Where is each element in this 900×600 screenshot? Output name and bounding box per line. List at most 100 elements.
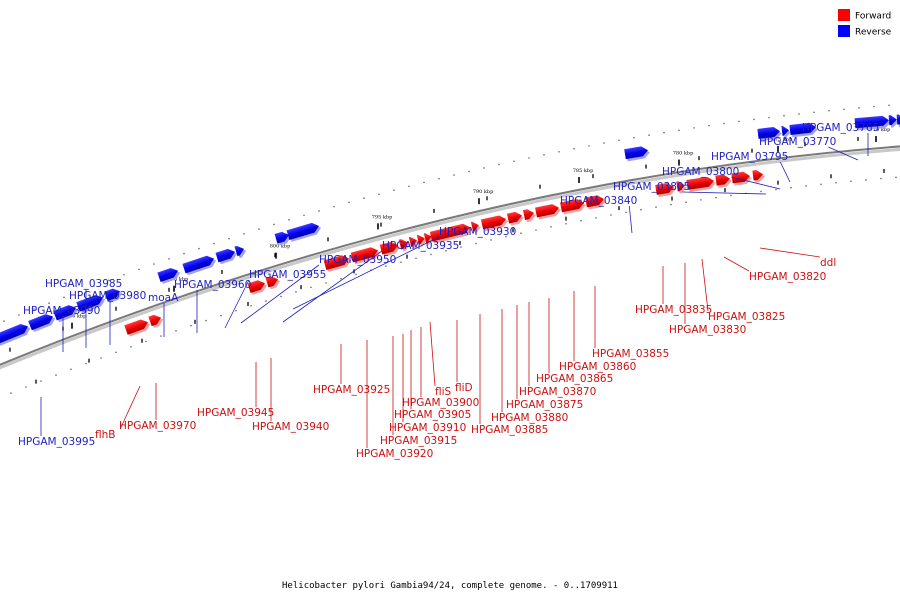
gene-label: HPGAM_03805 [613, 181, 690, 193]
gene-label: HPGAM_03900 [402, 397, 479, 409]
reverse-gene-arrow [76, 294, 106, 314]
tick-label: 775 kbp [772, 137, 793, 143]
forward-gene-arrow [534, 204, 561, 220]
scale-dot [595, 217, 597, 219]
tick-label: 805 kbp [168, 277, 189, 283]
scale-dot [258, 228, 260, 230]
scale-dot [250, 305, 252, 307]
scale-dot [325, 282, 327, 284]
legend-reverse-label: Reverse [855, 28, 892, 38]
gene-label: HPGAM_03925 [313, 384, 390, 396]
forward-gene-arrow [585, 195, 606, 210]
reverse-gene-arrow [781, 125, 791, 139]
scale-dot [535, 229, 537, 231]
tick-label: 780 kbp [673, 151, 694, 157]
forward-gene-arrow [148, 314, 164, 329]
gene-label: fliD [455, 382, 473, 394]
scale-dot [888, 104, 890, 107]
gene-label: HPGAM_03915 [380, 435, 457, 447]
scale-dot [790, 186, 792, 189]
scale-dot [520, 232, 522, 235]
scale-dot [190, 324, 192, 327]
scale-dot [610, 214, 612, 216]
scale-dot [303, 214, 305, 217]
legend-forward-swatch [838, 9, 850, 21]
scale-dot [708, 124, 710, 127]
scale-dot [820, 183, 822, 186]
reverse-gene-arrow [234, 245, 247, 259]
scale-dot [438, 177, 440, 180]
gene-label: HPGAM_03935 [382, 240, 459, 252]
gene-label: HPGAM_03910 [389, 422, 466, 434]
scale-dot [858, 107, 860, 109]
scale-dot [115, 351, 117, 354]
forward-gene-arrow [247, 280, 268, 295]
callout-line [282, 250, 383, 323]
callout-line [628, 205, 633, 234]
scale-dot [565, 222, 567, 225]
gene-label: HPGAM_03930 [439, 226, 516, 238]
scale-dot [25, 386, 27, 388]
gene-label: HPGAM_03985 [45, 278, 122, 290]
scale-dot [10, 392, 12, 394]
forward-gene-arrow [470, 221, 481, 234]
callout-line [828, 146, 859, 161]
forward-gene-arrow [323, 255, 352, 273]
scale-dot [715, 196, 717, 199]
scale-dot [640, 208, 642, 211]
tick-label: 790 kbp [473, 189, 494, 195]
scale-dot [273, 223, 275, 226]
reverse-gene-arrow [53, 305, 79, 323]
scale-dot [48, 302, 50, 304]
forward-gene-arrow [398, 239, 411, 252]
callout-line [119, 385, 141, 430]
scale-dot [723, 122, 725, 125]
reverse-gene-arrow [624, 146, 650, 162]
scale-dot [798, 113, 800, 115]
scale-dot [700, 199, 702, 201]
scale-dot [385, 265, 387, 267]
scale-dot [783, 114, 785, 117]
scale-dot [768, 116, 770, 119]
scale-dot [670, 203, 672, 206]
reverse-gene-arrow [215, 248, 238, 265]
scale-dot [168, 258, 170, 260]
scale-dot [693, 127, 695, 129]
gene-label: HPGAM_03840 [560, 195, 637, 207]
scale-dot [243, 233, 245, 235]
scale-dot [678, 129, 680, 131]
gene-label: HPGAM_03980 [69, 290, 146, 302]
forward-gene-arrow [379, 241, 401, 257]
callout-line [779, 161, 791, 183]
scale-dot [850, 180, 852, 183]
genome-caption: Helicobacter pylori Gambia94/24, complet… [282, 581, 618, 591]
scale-dot [573, 147, 575, 150]
scale-dot [3, 320, 5, 322]
gene-label: HPGAM_03860 [559, 361, 636, 373]
scale-dot [835, 181, 837, 184]
gene-label: HPGAM_03765 [802, 122, 879, 134]
scale-dot [550, 226, 552, 228]
forward-gene-arrow [265, 276, 281, 290]
scale-dot [543, 154, 545, 156]
scale-dot [685, 201, 687, 203]
scale-dot [880, 177, 882, 180]
scale-dot [655, 206, 657, 208]
forward-gene-arrow [715, 174, 732, 188]
scale-dot [580, 219, 582, 222]
gene-label: HPGAM_03880 [491, 412, 568, 424]
legend-forward-label: Forward [855, 12, 891, 22]
scale-dot [618, 139, 620, 142]
forward-gene-arrow [560, 199, 586, 215]
callout-line [701, 258, 709, 312]
scale-dot [528, 157, 530, 159]
gene-label: moaA [148, 292, 179, 304]
scale-dot [288, 219, 290, 221]
scale-dot [310, 286, 312, 289]
scale-dot [93, 285, 95, 287]
scale-dot [415, 257, 417, 260]
scale-dot [873, 105, 875, 108]
gene-label: HPGAM_03945 [197, 407, 274, 419]
scale-dot [78, 290, 80, 293]
scale-dot [220, 314, 222, 317]
